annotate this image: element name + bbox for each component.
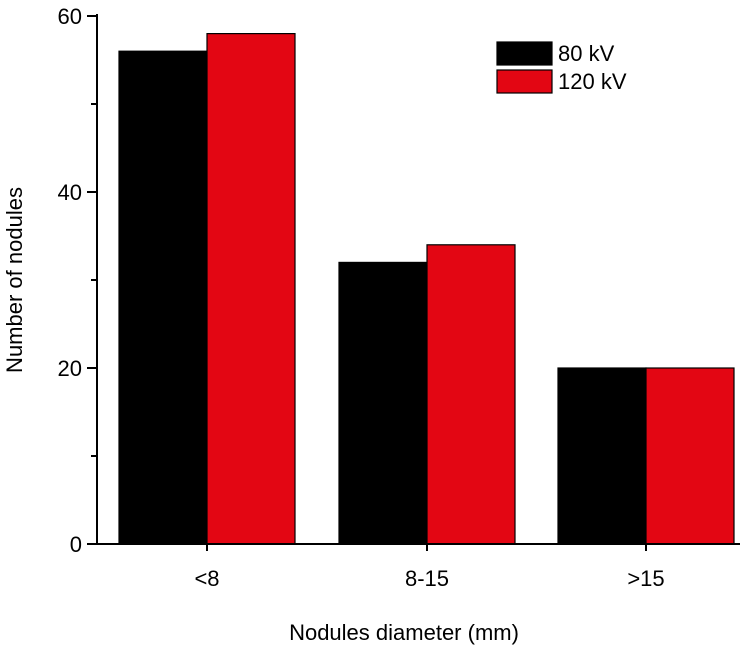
y-tick-label: 0 — [70, 532, 82, 557]
bar-120kv-0 — [206, 32, 296, 545]
bars-layer — [118, 32, 735, 545]
x-tick-label: 8-15 — [405, 566, 449, 591]
y-tick-label: 20 — [58, 356, 82, 381]
y-axis-label: Number of nodules — [2, 187, 27, 373]
legend-swatch-80kv — [496, 41, 553, 66]
bar-80kv-1 — [338, 261, 428, 545]
y-ticks-layer: 0 20 40 60 — [58, 4, 97, 557]
bar-80kv-2 — [557, 367, 647, 545]
x-tick-label: >15 — [627, 566, 664, 591]
legend-swatch-120kv — [496, 69, 553, 94]
x-ticks-layer: <8 8-15 >15 — [194, 544, 665, 591]
legend: 80 kV 120 kV — [496, 41, 627, 94]
x-axis-label: Nodules diameter (mm) — [289, 620, 519, 645]
bar-120kv-1 — [426, 244, 516, 545]
legend-label-120kv: 120 kV — [558, 69, 627, 94]
y-tick-label: 40 — [58, 180, 82, 205]
x-tick-label: <8 — [194, 566, 219, 591]
y-tick-label: 60 — [58, 4, 82, 29]
bar-120kv-2 — [645, 367, 735, 545]
legend-label-80kv: 80 kV — [558, 41, 615, 66]
bar-80kv-0 — [118, 50, 208, 545]
